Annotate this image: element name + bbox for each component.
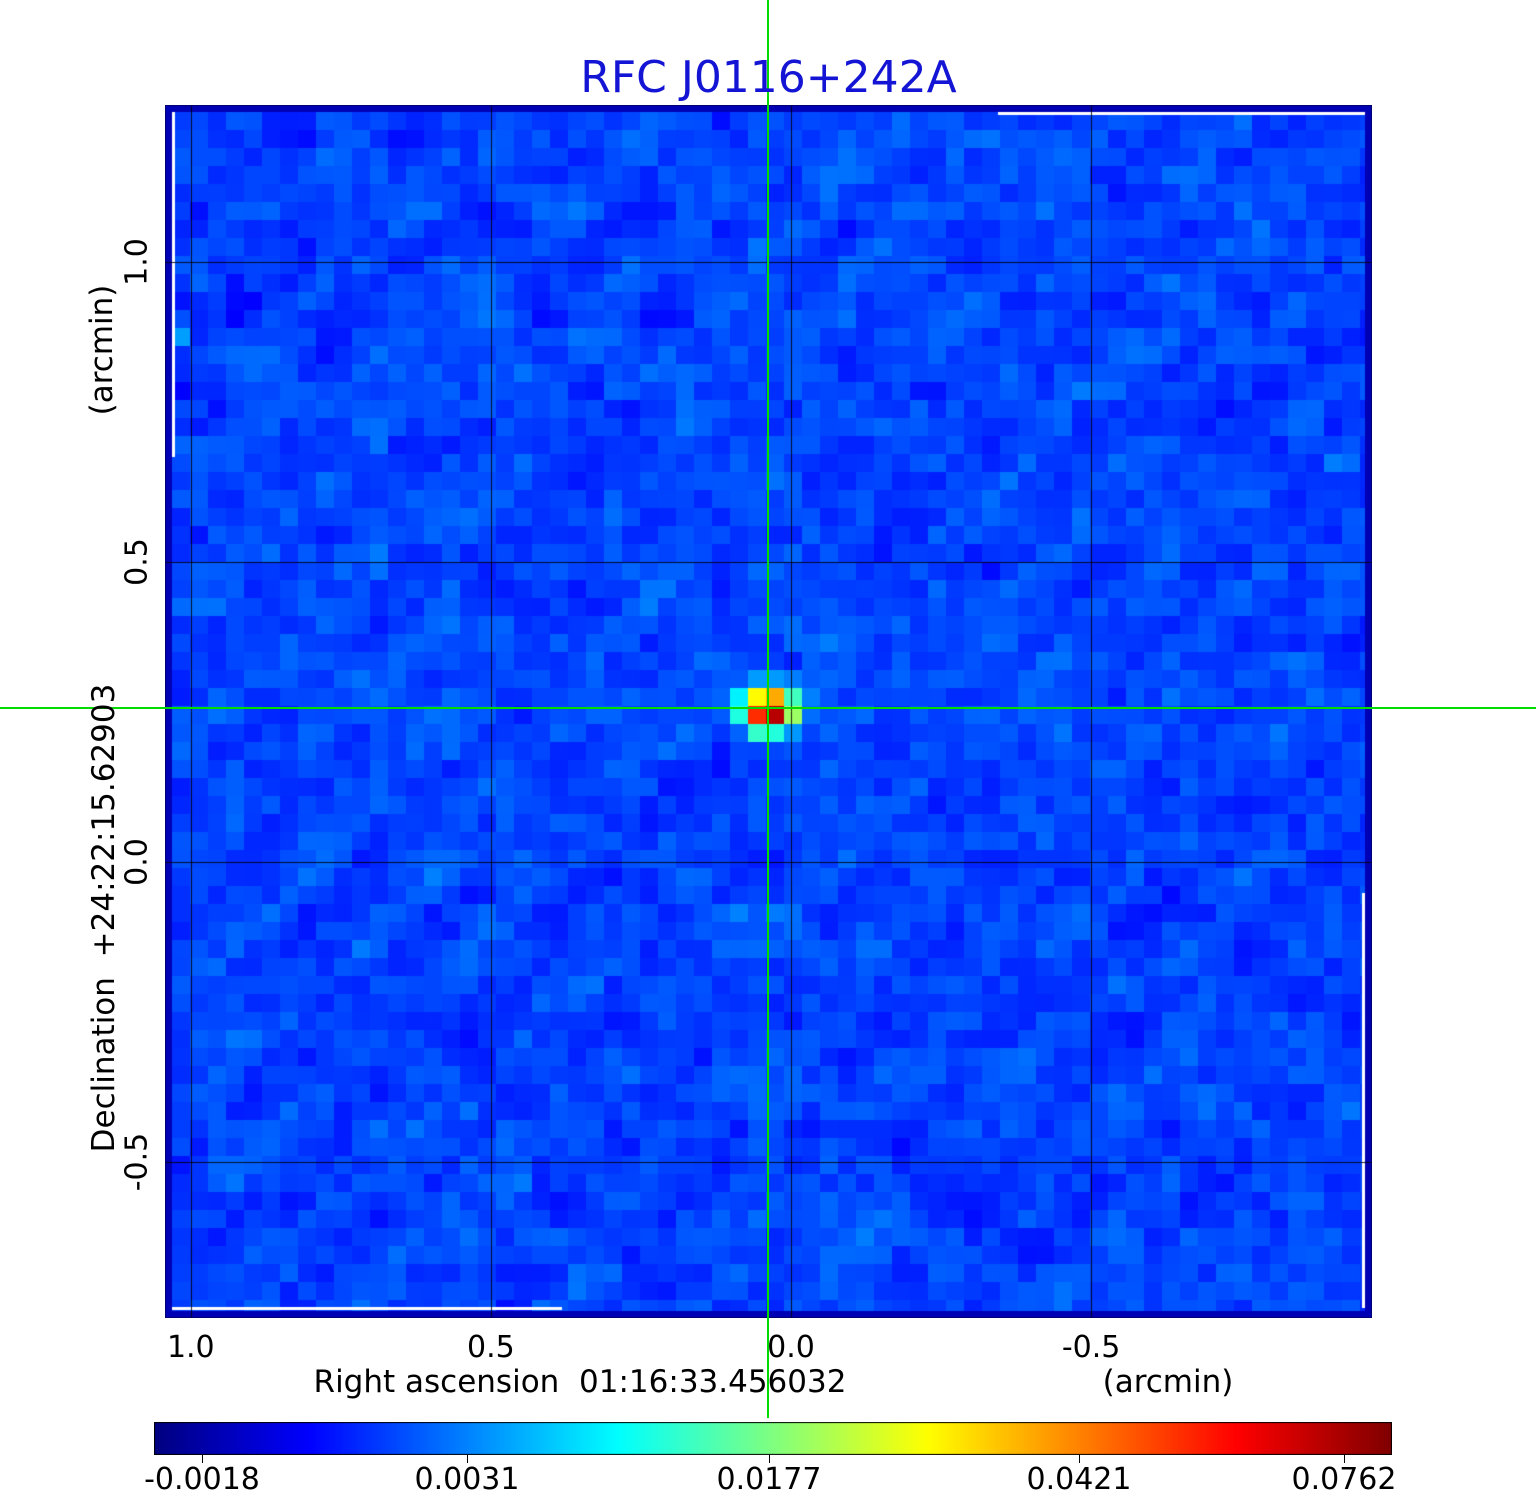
colorbar-tick — [1344, 1455, 1345, 1463]
y-tick-label: 1.0 — [119, 238, 155, 287]
x-tick-label: 0.0 — [767, 1330, 815, 1365]
colorbar-canvas — [154, 1422, 1392, 1455]
colorbar-tick-label: 0.0762 — [1291, 1462, 1397, 1497]
colorbar-tick — [1079, 1455, 1080, 1463]
crosshair-horizontal-line — [0, 707, 1536, 709]
y-tick-label: 0.5 — [119, 538, 155, 586]
colorbar-tick — [769, 1455, 770, 1463]
colorbar-tick-label: 0.0177 — [716, 1462, 822, 1497]
colorbar-tick — [467, 1455, 468, 1463]
x-axis-coordinate: 01:16:33.456032 — [579, 1364, 847, 1400]
y-axis-name: Declination — [86, 977, 122, 1153]
colorbar-tick-label: 0.0421 — [1026, 1462, 1132, 1497]
colorbar-tick-label: -0.0018 — [144, 1462, 260, 1497]
colorbar-tick — [202, 1455, 203, 1463]
y-axis-spacer — [86, 957, 122, 977]
plot-title: RFC J0116+242A — [580, 52, 957, 103]
x-axis-unit: (arcmin) — [1102, 1364, 1234, 1400]
x-tick-label: 0.5 — [467, 1330, 515, 1365]
x-axis-name: Right ascension — [313, 1364, 560, 1400]
y-axis-coordinate: +24:22:15.62903 — [86, 683, 122, 958]
y-tick-label: -0.5 — [119, 1132, 155, 1192]
colorbar-tick-label: 0.0031 — [414, 1462, 520, 1497]
crosshair-vertical-line — [767, 0, 769, 1418]
y-axis-unit: (arcmin) — [84, 284, 120, 416]
y-axis-label: Declination +24:22:15.62903 — [86, 684, 122, 1153]
x-tick-label: -0.5 — [1061, 1330, 1121, 1365]
x-axis-spacer — [559, 1364, 579, 1400]
x-axis-label: Right ascension 01:16:33.456032 — [165, 1364, 995, 1400]
y-tick-label: 0.0 — [119, 838, 155, 886]
x-tick-label: 1.0 — [166, 1330, 215, 1365]
